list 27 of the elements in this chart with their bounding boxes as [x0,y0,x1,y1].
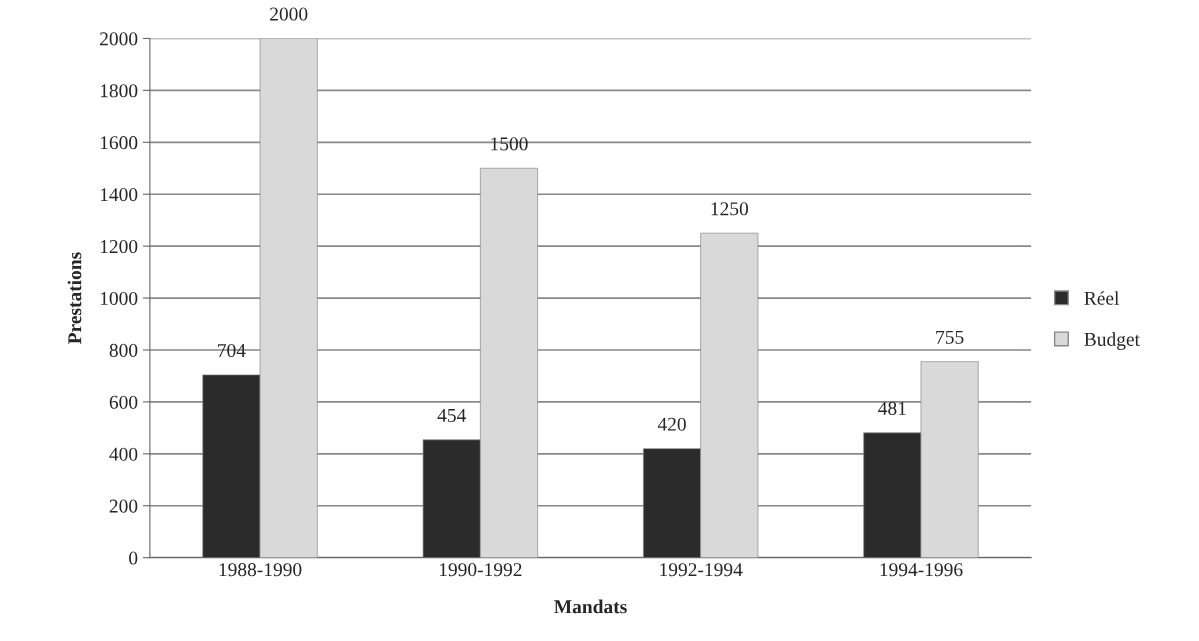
data-label: 1250 [711,202,749,216]
y-tick-label: 2000 [100,32,138,46]
data-label: 1500 [491,137,528,151]
legend-label: Réel [1084,291,1120,305]
y-tick-label: 1600 [100,136,138,150]
y-tick-label: 200 [109,499,138,513]
y-tick-label: 600 [109,395,138,409]
data-label: 2000 [270,7,308,21]
data-label: 704 [218,343,246,358]
y-tick-label: 1800 [100,84,138,98]
y-axis-title: Prestations [67,252,82,345]
x-tick-label: 1988-1990 [219,563,302,577]
y-tick-label: 400 [109,447,138,461]
legend-label: Budget [1084,332,1140,350]
data-label: 755 [936,330,964,344]
y-tick-label: 0 [129,551,138,565]
data-label: 454 [437,408,466,422]
y-tick-label: 1400 [100,188,138,202]
y-tick-label: 1000 [100,291,138,305]
y-tick-label: 1200 [100,239,138,254]
x-tick-label: 1992-1994 [660,563,743,577]
x-axis-title: Mandats [554,599,627,614]
data-label: 481 [878,401,906,415]
x-tick-label: 1990-1992 [439,563,522,577]
x-tick-label: 1994-1996 [880,563,963,577]
data-label: 420 [657,417,686,431]
y-tick-label: 800 [109,343,138,357]
